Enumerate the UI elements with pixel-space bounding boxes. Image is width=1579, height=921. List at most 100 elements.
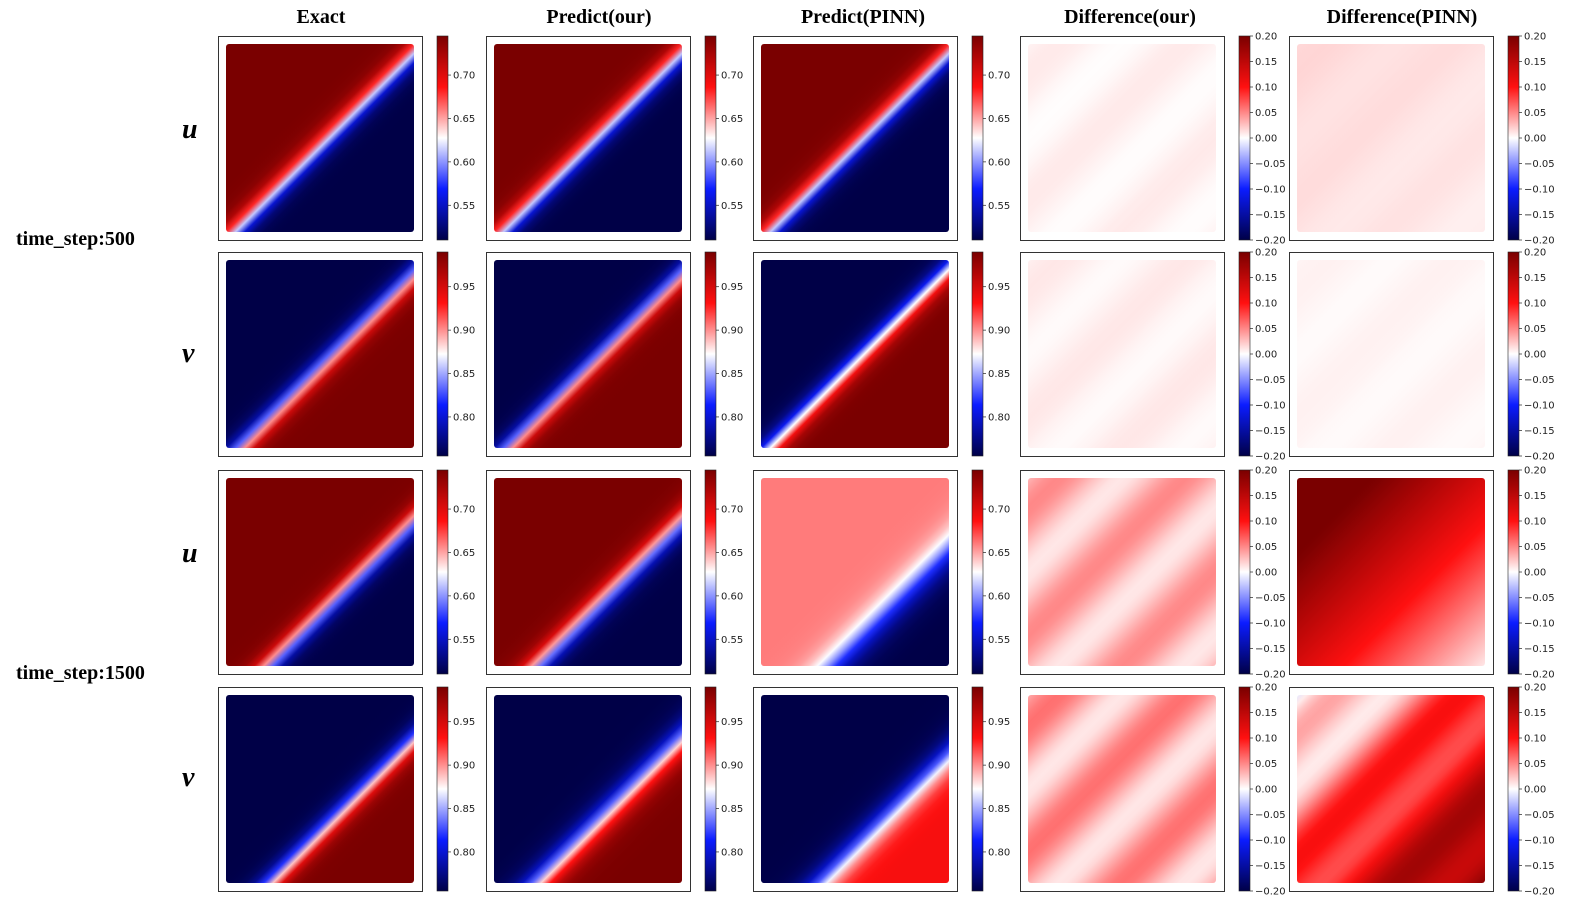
colorbar-tick-label: −0.10 [1255, 619, 1286, 630]
colorbar-tick-label: 0.20 [1524, 32, 1546, 43]
colorbar-tick-label: 0.85 [988, 369, 1010, 380]
colorbar-tick-label: 0.00 [1524, 785, 1546, 796]
colorbar-tick-label: −0.05 [1255, 159, 1286, 170]
colorbar-tick-label: −0.05 [1255, 375, 1286, 386]
colorbar-tick-label: 0.20 [1255, 683, 1277, 694]
colorbar-tick-label: 0.10 [1524, 83, 1546, 94]
colorbar-r3c2 [971, 686, 984, 892]
colorbar-tick-label: 0.05 [1524, 542, 1546, 553]
colorbar-tick-label: 0.15 [1524, 491, 1546, 502]
colorbar-tick-label: 0.65 [988, 548, 1010, 559]
colorbar-tick-label: 0.20 [1255, 32, 1277, 43]
colorbar-tick-label: 0.85 [453, 804, 475, 815]
column-title-predict-pinn: Predict(PINN) [800, 6, 926, 28]
variable-label-row3: u [182, 538, 198, 569]
colorbar-tick-label: 0.00 [1524, 568, 1546, 579]
heatmap-r3c2 [761, 695, 949, 883]
colorbar-r3c4 [1507, 686, 1520, 892]
colorbar-tick-label: 0.85 [721, 369, 743, 380]
colorbar-tick-label: −0.20 [1524, 670, 1555, 681]
heatmap-r3c3 [1028, 695, 1216, 883]
colorbar-r2c1 [704, 469, 717, 675]
colorbar-tick-label: 0.65 [721, 548, 743, 559]
colorbar-tick-label: −0.20 [1524, 887, 1555, 898]
colorbar-tick-label: 0.05 [1524, 759, 1546, 770]
colorbar-r0c3 [1238, 35, 1251, 241]
colorbar-tick-label: −0.05 [1524, 593, 1555, 604]
colorbar-tick-label: −0.20 [1524, 236, 1555, 247]
colorbar-tick-label: −0.10 [1255, 401, 1286, 412]
heatmap-r2c1 [494, 478, 682, 666]
colorbar-tick-label: 0.05 [1524, 324, 1546, 335]
colorbar-tick-label: 0.80 [453, 412, 475, 423]
heatmap-r0c3 [1028, 44, 1216, 232]
colorbar-tick-label: −0.05 [1524, 375, 1555, 386]
colorbar-tick-label: 0.10 [1524, 734, 1546, 745]
colorbar-tick-label: −0.05 [1255, 810, 1286, 821]
colorbar-tick-label: 0.70 [453, 505, 475, 516]
colorbar-tick-label: 0.55 [988, 201, 1010, 212]
colorbar-tick-label: −0.10 [1255, 185, 1286, 196]
colorbar-tick-label: 0.60 [988, 157, 1010, 168]
heatmap-r3c0 [226, 695, 414, 883]
colorbar-r2c0 [436, 469, 449, 675]
colorbar-tick-label: −0.20 [1255, 670, 1286, 681]
colorbar-tick-label: 0.85 [453, 369, 475, 380]
row-group-label-timestep-500: time_step:500 [16, 228, 135, 250]
colorbar-tick-label: 0.70 [721, 71, 743, 82]
colorbar-tick-label: −0.15 [1524, 210, 1555, 221]
heatmap-r1c3 [1028, 260, 1216, 448]
colorbar-tick-label: 0.70 [721, 505, 743, 516]
colorbar-tick-label: 0.80 [721, 412, 743, 423]
colorbar-tick-label: −0.15 [1524, 644, 1555, 655]
column-title-difference-our: Difference(our) [1064, 6, 1196, 28]
colorbar-tick-label: −0.15 [1255, 210, 1286, 221]
colorbar-tick-label: 0.65 [453, 114, 475, 125]
column-title-difference-pinn: Difference(PINN) [1326, 6, 1478, 28]
colorbar-tick-label: 0.20 [1255, 466, 1277, 477]
colorbar-tick-label: −0.10 [1524, 836, 1555, 847]
heatmap-r2c2 [761, 478, 949, 666]
colorbar-tick-label: 0.95 [721, 282, 743, 293]
colorbar-r0c2 [971, 35, 984, 241]
colorbar-tick-label: 0.00 [1255, 350, 1277, 361]
heatmap-r1c0 [226, 260, 414, 448]
colorbar-tick-label: 0.70 [453, 71, 475, 82]
colorbar-tick-label: 0.80 [453, 847, 475, 858]
colorbar-tick-label: 0.85 [721, 804, 743, 815]
colorbar-tick-label: −0.15 [1255, 861, 1286, 872]
colorbar-r0c1 [704, 35, 717, 241]
colorbar-tick-label: 0.95 [453, 282, 475, 293]
colorbar-r3c1 [704, 686, 717, 892]
variable-label-row1: u [182, 114, 198, 145]
colorbar-tick-label: −0.20 [1524, 452, 1555, 463]
colorbar-tick-label: −0.10 [1524, 185, 1555, 196]
colorbar-tick-label: 0.55 [453, 635, 475, 646]
colorbar-tick-label: 0.00 [1524, 134, 1546, 145]
colorbar-r3c0 [436, 686, 449, 892]
colorbar-tick-label: 0.60 [721, 591, 743, 602]
colorbar-tick-label: 0.90 [721, 761, 743, 772]
colorbar-tick-label: 0.10 [1255, 299, 1277, 310]
colorbar-tick-label: −0.15 [1524, 861, 1555, 872]
colorbar-tick-label: 0.05 [1524, 108, 1546, 119]
colorbar-tick-label: 0.05 [1255, 108, 1277, 119]
colorbar-tick-label: 0.00 [1524, 350, 1546, 361]
colorbar-tick-label: 0.00 [1255, 785, 1277, 796]
colorbar-tick-label: 0.15 [1255, 57, 1277, 68]
colorbar-tick-label: 0.95 [988, 282, 1010, 293]
column-title-exact: Exact [296, 6, 346, 28]
heatmap-r1c4 [1297, 260, 1485, 448]
colorbar-tick-label: −0.10 [1524, 619, 1555, 630]
colorbar-tick-label: −0.10 [1255, 836, 1286, 847]
heatmap-r0c1 [494, 44, 682, 232]
colorbar-tick-label: 0.10 [1255, 83, 1277, 94]
colorbar-tick-label: 0.60 [453, 157, 475, 168]
colorbar-r2c2 [971, 469, 984, 675]
colorbar-r1c4 [1507, 251, 1520, 457]
colorbar-tick-label: 0.20 [1524, 466, 1546, 477]
colorbar-tick-label: 0.15 [1255, 491, 1277, 502]
colorbar-tick-label: 0.05 [1255, 542, 1277, 553]
colorbar-tick-label: 0.95 [721, 717, 743, 728]
